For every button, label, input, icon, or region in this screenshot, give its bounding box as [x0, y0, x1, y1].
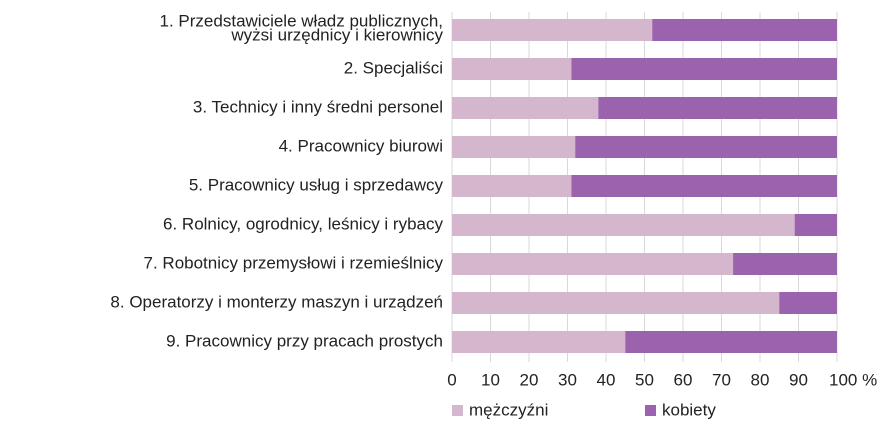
y-tick-label: 6. Rolnicy, ogrodnicy, leśnicy i rybacy [163, 214, 443, 233]
bar [652, 19, 837, 41]
bar [452, 136, 576, 158]
legend-swatch [452, 405, 463, 416]
bar [452, 292, 780, 314]
bar [571, 58, 837, 80]
y-tick-label: 2. Specjaliści [344, 58, 443, 77]
bar [571, 175, 837, 197]
x-tick-label: 80 [751, 370, 770, 389]
x-tick-label: 30 [558, 370, 577, 389]
legend-label: mężczyźni [469, 400, 548, 419]
legend-swatch [645, 405, 656, 416]
bar [452, 214, 795, 236]
x-tick-label: 100 % [829, 370, 877, 389]
y-tick-label: 3. Technicy i inny średni personel [193, 97, 443, 116]
x-tick-label: 10 [481, 370, 500, 389]
bar [779, 292, 837, 314]
bar [452, 253, 734, 275]
y-tick-label: wyżsi urzędnicy i kierownicy [230, 25, 443, 44]
x-tick-label: 40 [597, 370, 616, 389]
y-tick-label: 9. Pracownicy przy pracach prostych [166, 331, 443, 350]
x-tick-label: 90 [789, 370, 808, 389]
bar [733, 253, 837, 275]
bar [575, 136, 837, 158]
legend-label: kobiety [662, 400, 716, 419]
y-tick-label: 7. Robotnicy przemysłowi i rzemieślnicy [144, 253, 444, 272]
y-tick-label: 5. Pracownicy usług i sprzedawcy [189, 175, 444, 194]
y-tick-label: 8. Operatorzy i monterzy maszyn i urządz… [110, 292, 443, 311]
bar [625, 331, 837, 353]
x-tick-label: 70 [712, 370, 731, 389]
x-tick-label: 50 [635, 370, 654, 389]
y-tick-label: 1. Przedstawiciele władz publicznych, [160, 11, 443, 30]
bar [452, 331, 626, 353]
x-tick-label: 60 [674, 370, 693, 389]
bar [452, 97, 599, 119]
bar [452, 58, 572, 80]
bar [794, 214, 837, 236]
bar [452, 19, 653, 41]
x-tick-label: 20 [520, 370, 539, 389]
y-tick-label: 4. Pracownicy biurowi [279, 136, 443, 155]
bar [452, 175, 572, 197]
bar [598, 97, 837, 119]
x-tick-label: 0 [447, 370, 456, 389]
